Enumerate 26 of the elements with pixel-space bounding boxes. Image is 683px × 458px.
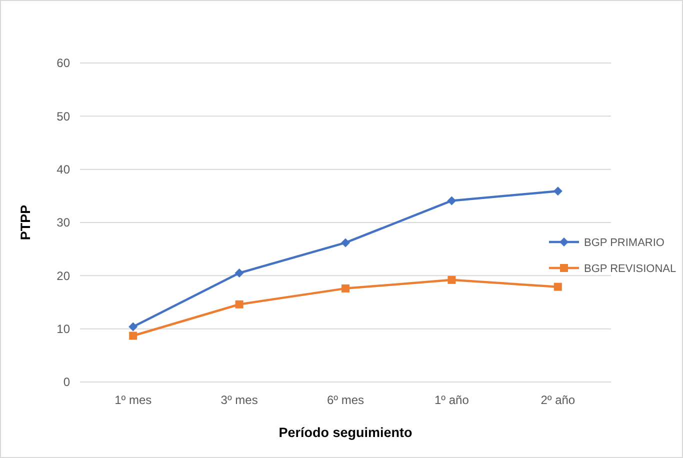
legend-label: BGP PRIMARIO (584, 236, 665, 249)
y-axis-title: PTPP (18, 204, 33, 240)
x-tick-label: 1º mes (114, 393, 152, 407)
x-axis-title: Período seguimiento (278, 425, 412, 440)
x-tick-label: 6º mes (326, 393, 364, 407)
y-tick-label: 40 (56, 162, 70, 177)
y-tick-label: 50 (56, 109, 70, 124)
point (234, 268, 244, 278)
point (554, 282, 562, 291)
point (447, 196, 456, 206)
y-tick-label: 30 (56, 216, 70, 230)
point (128, 322, 138, 332)
legend-label: BGP REVISIONAL (584, 262, 676, 275)
x-tick-label: 2º año (540, 393, 576, 407)
point (342, 284, 350, 292)
point (553, 186, 562, 196)
x-tick-label: 1º año (434, 393, 470, 407)
y-tick-label: 0 (63, 375, 70, 390)
point (448, 276, 456, 284)
y-tick-label: 10 (56, 322, 70, 336)
point (129, 332, 138, 340)
y-tick-label: 20 (56, 268, 70, 283)
point (341, 238, 350, 248)
point (235, 300, 244, 308)
x-tick-label: 3º mes (220, 393, 258, 407)
y-tick-label: 60 (56, 56, 70, 70)
